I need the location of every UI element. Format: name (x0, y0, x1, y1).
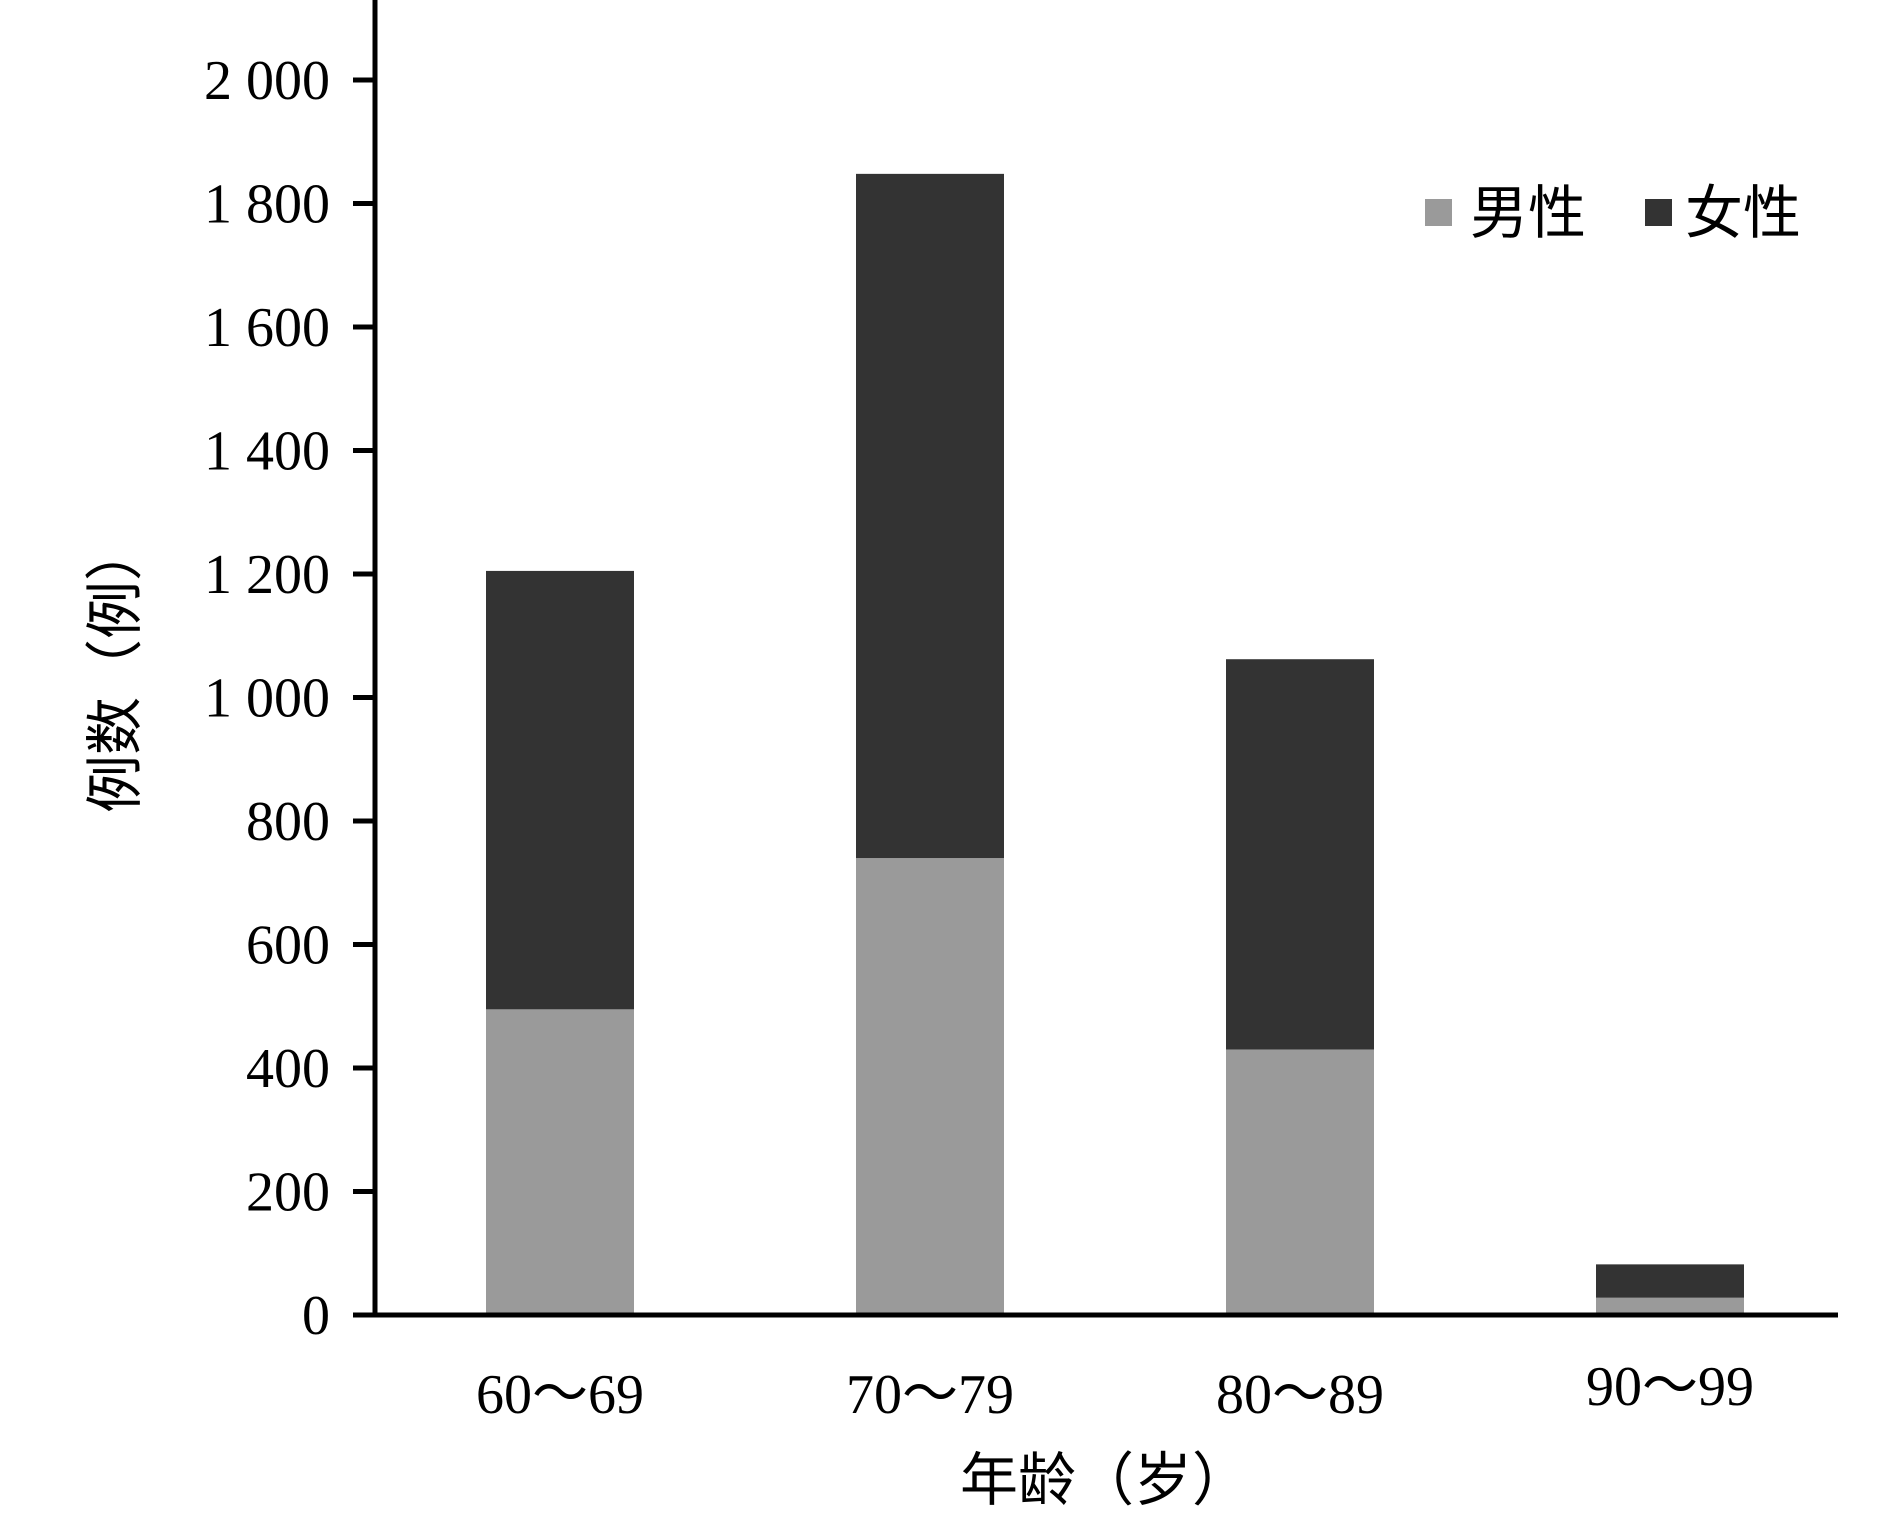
x-category-label: 80～89 (1216, 1364, 1384, 1426)
bar-male-3 (1226, 1049, 1374, 1315)
y-tick-label: 2 000 (204, 50, 330, 112)
x-axis-title: 年龄（岁） (960, 1448, 1250, 1513)
x-axis-category-labels: 60～69 70～79 80～89 90～99 (476, 1356, 1754, 1426)
bar-male-2 (856, 858, 1004, 1315)
y-tick-label: 1 200 (204, 544, 330, 606)
y-tick-label: 1 400 (204, 421, 330, 483)
x-category-label: 60～69 (476, 1364, 644, 1426)
legend-label-male: 男性 (1470, 181, 1586, 246)
bar-male-4 (1596, 1297, 1744, 1315)
x-category-label: 90～99 (1586, 1356, 1754, 1418)
bars-group (486, 173, 1744, 1315)
legend-swatch-female (1645, 199, 1672, 226)
bar-female-2 (856, 173, 1004, 859)
y-tick-label: 1 800 (204, 174, 330, 236)
legend-label-female: 女性 (1685, 181, 1801, 246)
y-axis-ticks: 0 200 400 600 800 1 000 1 200 1 400 1 600 1 800 2 … (204, 50, 375, 1347)
y-tick-label: 1 600 (204, 297, 330, 359)
y-tick-label: 800 (246, 791, 330, 853)
y-tick-label: 600 (246, 915, 330, 977)
y-tick-label: 0 (302, 1285, 330, 1347)
bar-female-4 (1596, 1264, 1744, 1298)
y-axis-title: 例数（例） (83, 523, 148, 813)
y-tick-label: 400 (246, 1038, 330, 1100)
bar-male-1 (486, 1009, 634, 1315)
bar-female-3 (1226, 659, 1374, 1050)
x-category-label: 70～79 (846, 1364, 1014, 1426)
bar-female-1 (486, 570, 634, 1010)
y-tick-label: 200 (246, 1162, 330, 1224)
legend-swatch-male (1425, 199, 1452, 226)
y-tick-label: 1 000 (204, 668, 330, 730)
legend: 男性 女性 (1425, 181, 1801, 246)
